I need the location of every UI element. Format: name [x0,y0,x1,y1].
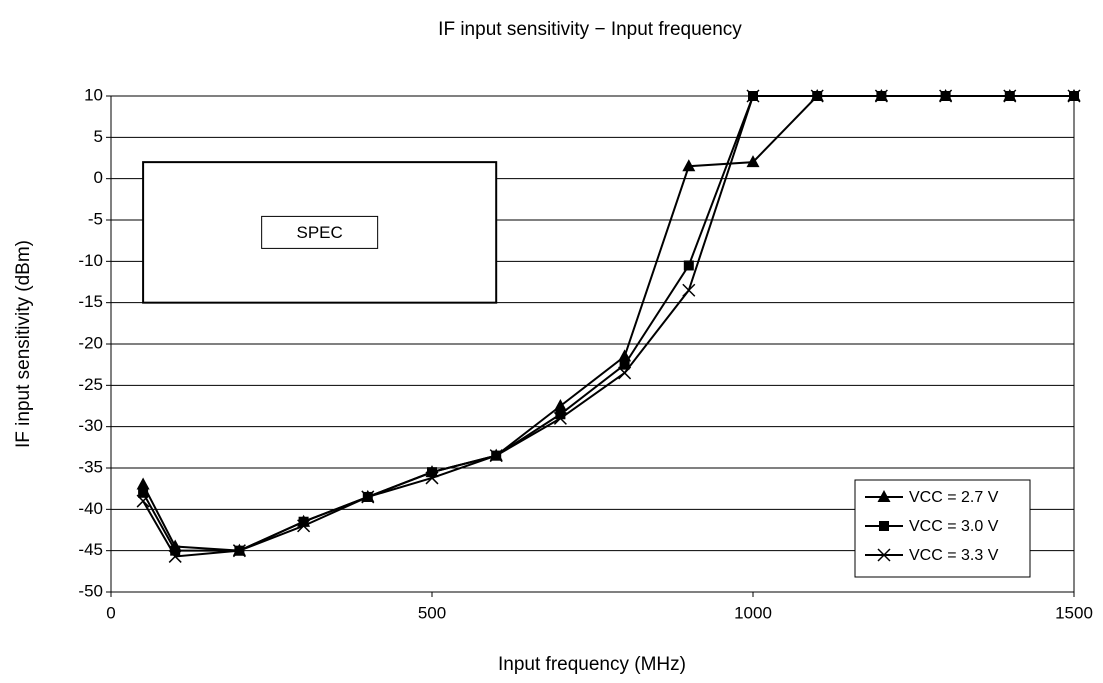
y-tick-label: -20 [78,333,103,352]
y-tick-label: 5 [94,127,103,146]
marker [682,159,696,172]
x-tick-label: 500 [418,603,446,622]
chart-title: IF input sensitivity − Input frequency [438,19,742,40]
marker [939,89,953,103]
marker [298,516,309,527]
marker [170,545,181,556]
spec-label-box [261,215,379,249]
marker [1067,89,1081,103]
marker [427,467,437,478]
marker [553,411,567,425]
legend-marker [877,548,891,562]
x-tick-label: 0 [106,603,115,622]
marker [1003,89,1017,103]
marker [619,359,630,370]
marker [553,399,567,411]
x-tick-label: 1000 [734,603,772,622]
marker [746,89,760,103]
y-tick-label: -50 [78,581,103,600]
y-axis-label: IF input sensitivity (dBm) [13,240,34,448]
y-tick-label: -25 [78,375,103,394]
y-tick-label: 10 [84,85,103,104]
marker [136,477,150,490]
marker [683,260,694,271]
marker [138,487,149,498]
x-axis-label: Input frequency (MHz) [498,654,686,675]
marker [682,283,696,297]
series-line [142,95,1074,558]
spec-label: SPEC [297,223,343,242]
x-tick-label: 1500 [1055,603,1093,622]
marker [136,494,150,508]
y-tick-label: -30 [78,416,103,435]
y-tick-label: -10 [78,251,103,270]
legend-marker [879,521,889,531]
marker [810,89,824,103]
marker [425,471,439,485]
y-tick-label: -35 [78,457,103,476]
y-tick-label: 0 [94,168,103,187]
y-tick-label: -5 [88,209,103,228]
marker [874,89,888,103]
marker [361,490,375,504]
legend-label: VCC = 3.0 V [909,518,999,535]
plot-frame [110,95,1075,593]
marker [297,519,311,533]
legend-label: VCC = 3.3 V [909,547,999,564]
legend-label: VCC = 2.7 V [909,489,999,506]
marker [232,544,246,558]
marker [746,155,760,168]
legend-marker [877,490,891,502]
marker [618,349,632,362]
marker [618,366,632,380]
marker [555,409,566,420]
marker [489,449,503,463]
marker [168,549,182,563]
y-tick-label: -15 [78,292,103,311]
y-tick-label: -45 [78,540,103,559]
y-tick-label: -40 [78,499,103,518]
